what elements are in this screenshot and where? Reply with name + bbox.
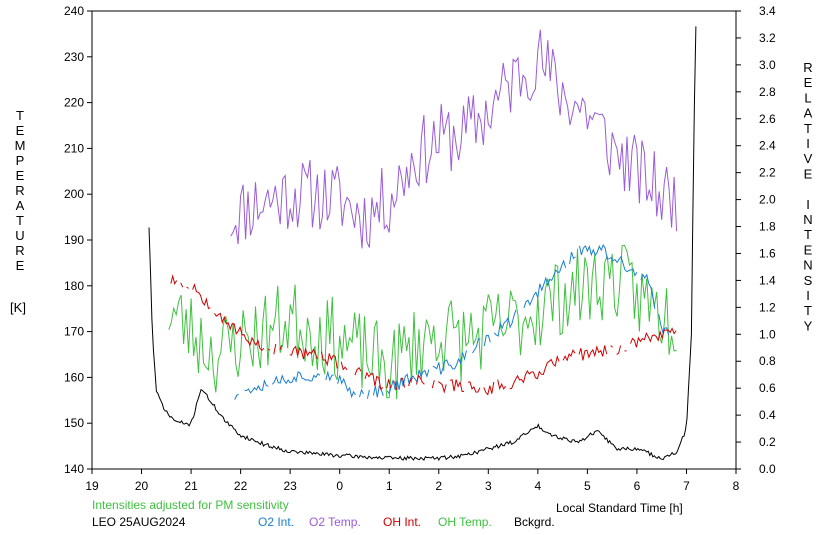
right-axis-label-letter: E [804,75,813,90]
right-tick-label: 2.4 [759,139,776,153]
left-axis-label-letter: E [16,168,25,183]
left-tick-label: 200 [64,187,84,201]
left-axis-label-letter: R [15,183,24,198]
right-axis-ticks: 0.0 0.2 0.4 0.6 0.8 1.0 1.2 1.4 1.6 1.8 2.0 2.2 2.4 2… [736,4,776,476]
left-tick-label: 140 [64,462,84,476]
left-axis-label-letter: E [16,258,25,273]
x-tick-label: 19 [85,479,99,493]
right-axis-label-letter: I [806,136,810,151]
right-axis-label-letter: A [804,106,813,121]
left-tick-label: 220 [64,96,84,110]
series-line [148,26,697,461]
x-tick-label: 4 [535,479,542,493]
right-tick-label: 1.6 [759,246,776,260]
right-tick-label: 1.8 [759,220,776,234]
left-axis-label-letter: P [16,153,25,168]
right-axis-label-letter: Y [804,318,813,333]
right-tick-label: 1.4 [759,273,776,287]
legend-entry: Bckgrd. [514,515,555,529]
right-axis-label-letter: S [804,273,813,288]
right-axis-label-letter: R [803,60,812,75]
right-tick-label: 2.8 [759,85,776,99]
right-tick-label: 0.6 [759,381,776,395]
series-line [170,274,677,396]
left-axis-label-letter: U [15,228,24,243]
right-axis-label-letter: V [804,151,813,166]
left-axis-ticks: 140 150 160 170 180 190 200 210 220 230 240 [64,4,92,476]
series-line [230,29,678,249]
x-tick-label: 6 [634,479,641,493]
right-axis-label-letter: T [804,227,812,242]
left-tick-label: 240 [64,4,84,18]
x-tick-label: 5 [584,479,591,493]
left-tick-label: 180 [64,279,84,293]
right-axis-label-letter: I [806,197,810,212]
legend-entry: O2 Temp. [309,515,361,529]
right-axis-label-letter: N [803,212,812,227]
legend-entry: OH Temp. [438,515,492,529]
right-axis-label-letter: T [804,121,812,136]
left-axis-label-letter: M [15,138,26,153]
right-axis-label-letter: E [804,242,813,257]
right-tick-label: 0.2 [759,435,776,449]
right-tick-label: 3.0 [759,58,776,72]
right-tick-label: 3.2 [759,31,776,45]
left-axis-label-letter: E [16,123,25,138]
legend-entry: OH Int. [383,515,421,529]
left-axis-label-letter: T [16,108,24,123]
left-tick-label: 230 [64,50,84,64]
series-line [168,244,677,400]
x-tick-label: 23 [283,479,297,493]
x-tick-label: 1 [386,479,393,493]
x-axis-label: Local Standard Time [h] [556,501,683,515]
left-tick-label: 190 [64,233,84,247]
right-tick-label: 0.0 [759,462,776,476]
right-axis-label-letter: I [806,288,810,303]
left-tick-label: 160 [64,370,84,384]
right-tick-label: 2.6 [759,112,776,126]
x-tick-label: 20 [135,479,149,493]
left-tick-label: 170 [64,325,84,339]
x-tick-label: 7 [683,479,690,493]
right-axis-label-letter: L [804,90,811,105]
left-axis-label-letter: A [16,198,25,213]
left-axis-label-letter: T [16,213,24,228]
left-tick-label: 150 [64,416,84,430]
right-tick-label: 2.2 [759,166,776,180]
x-axis-ticks: 19 20 21 22 23 0 1 2 3 4 5 6 7 8 [85,469,740,493]
right-axis-label-letter: T [804,303,812,318]
left-axis-unit: [K] [10,300,26,315]
x-tick-label: 22 [234,479,248,493]
series-layer [148,26,697,461]
right-tick-label: 1.0 [759,327,776,341]
right-tick-label: 1.2 [759,300,776,314]
left-axis-label-letter: R [15,243,24,258]
plot-area [91,10,737,470]
left-tick-label: 210 [64,141,84,155]
x-tick-label: 3 [485,479,492,493]
station-date: LEO 25AUG2024 [92,515,186,529]
right-axis-label-letter: E [804,166,813,181]
x-tick-label: 0 [336,479,343,493]
x-tick-label: 21 [184,479,198,493]
x-tick-label: 2 [435,479,442,493]
right-tick-label: 2.0 [759,193,776,207]
right-tick-label: 3.4 [759,4,776,18]
right-tick-label: 0.4 [759,408,776,422]
sensitivity-note: Intensities adjusted for PM sensitivity [92,498,289,512]
legend: O2 Int. O2 Temp. OH Int. OH Temp. Bckgrd. [258,515,555,529]
legend-entry: O2 Int. [258,515,294,529]
x-tick-label: 8 [733,479,740,493]
right-tick-label: 0.8 [759,354,776,368]
right-axis-label-letter: N [803,258,812,273]
